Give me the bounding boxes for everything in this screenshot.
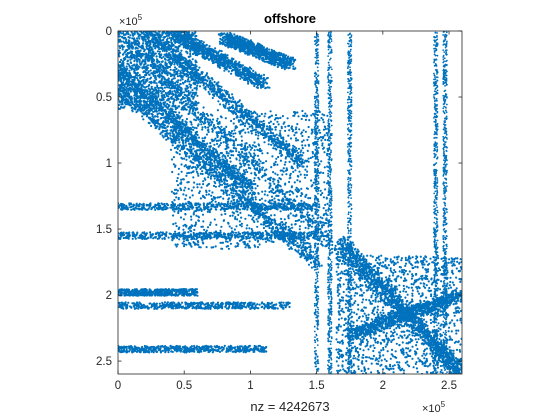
x-tick-label: 0 [115,380,121,392]
nonzero-pattern [118,31,462,374]
vertical-band [346,32,353,374]
vertical-band [313,32,320,374]
y-tick-labels: 0 0.5 1 1.5 2 2.5 [96,26,112,368]
x-multiplier: ×105 [422,400,446,415]
y-tick-label: 2 [106,290,112,302]
horizontal-band [118,344,268,354]
x-tick-label: 1.5 [309,380,325,392]
x-tick-label: 2.5 [441,380,457,392]
y-multiplier: ×105 [119,13,143,28]
y-multiplier-exp: 5 [138,13,143,22]
svg-text:×105: ×105 [119,13,143,28]
horizontal-band [118,288,199,297]
y-tick-label: 1.5 [96,224,112,236]
dense-block [118,31,199,112]
x-tick-label: 0.5 [176,380,192,392]
vertical-band [442,31,448,374]
y-multiplier-base: ×10 [119,16,138,28]
y-tick-label: 0.5 [96,92,112,104]
x-tick-label: 1 [247,380,253,392]
chart-title: offshore [264,11,316,26]
x-multiplier-exp: 5 [441,400,446,409]
x-tick-labels: 0 0.5 1 1.5 2 2.5 [115,380,457,392]
y-tick-label: 1 [106,158,112,170]
y-tick-label: 2.5 [96,356,112,368]
svg-text:×105: ×105 [422,400,446,415]
x-multiplier-base: ×10 [422,403,441,415]
x-axis-label: nz = 4242673 [250,399,329,414]
y-tick-label: 0 [106,26,112,38]
vertical-band [432,31,439,374]
horizontal-band [118,301,291,310]
horizontal-band [118,202,318,211]
axes-box [117,30,463,375]
vertical-band [327,31,333,374]
x-tick-label: 2 [380,380,386,392]
diagonal-band [217,31,297,71]
